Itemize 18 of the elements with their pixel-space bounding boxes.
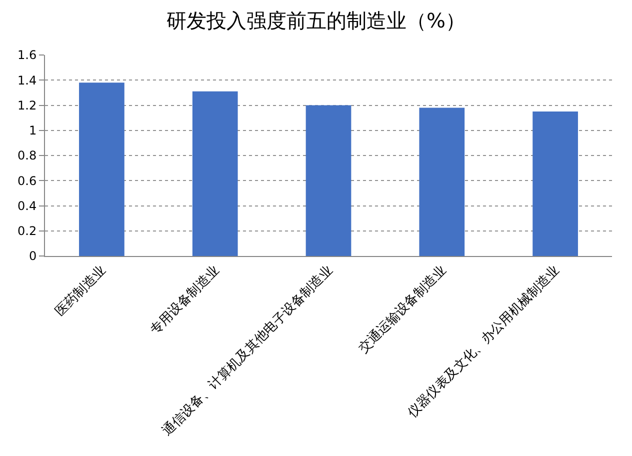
- x-tick-label: 医药制造业: [52, 262, 110, 320]
- bar: [192, 91, 238, 256]
- x-tick-label: 专用设备制造业: [148, 262, 223, 338]
- x-tick-label: 交通运输设备制造业: [355, 262, 450, 356]
- y-tick-label: 0: [28, 249, 37, 264]
- y-tick-label: 0.6: [18, 174, 37, 188]
- y-tick-label: 0.4: [18, 198, 37, 213]
- y-tick-label: 0.2: [18, 224, 37, 238]
- bar: [306, 105, 352, 256]
- bar: [532, 112, 578, 256]
- y-tick-label: 0.8: [18, 148, 37, 163]
- bar: [79, 82, 124, 256]
- y-tick-label: 1.6: [18, 48, 37, 62]
- y-tick-label: 1: [28, 124, 37, 138]
- bar: [419, 108, 465, 256]
- y-tick-label: 1.2: [18, 98, 37, 112]
- y-tick-label: 1.4: [18, 73, 37, 88]
- chart-title: 研发投入强度前五的制造业（%）: [166, 8, 466, 33]
